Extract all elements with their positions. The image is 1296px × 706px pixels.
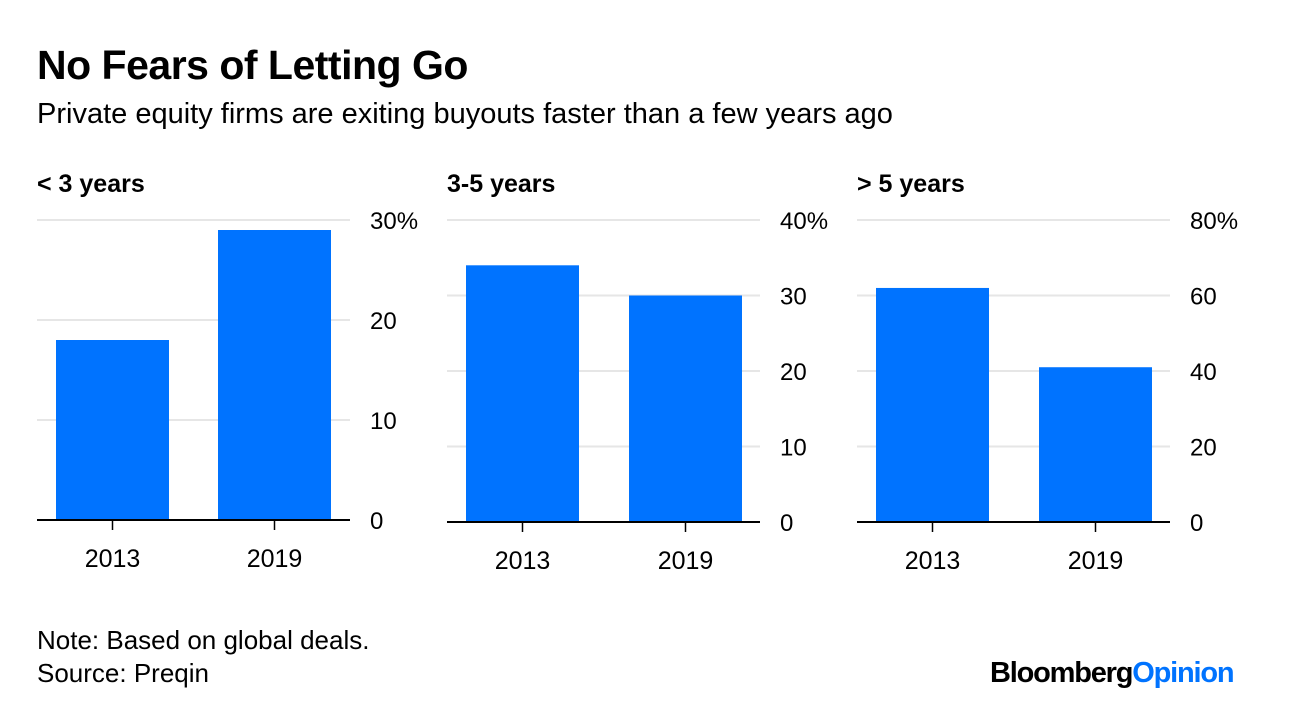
y-tick-label: 30 [780,284,807,311]
x-tick-label: 2019 [658,547,714,575]
panel-title: 3-5 years [447,170,555,198]
y-tick-label: 10 [780,435,807,462]
brand-bloomberg: Bloomberg [990,657,1133,689]
footer-source: Source: Preqin [37,658,209,688]
bar [876,287,989,522]
y-tick-label: 10 [370,408,397,435]
bloomberg-opinion-logo: BloombergOpinion [990,656,1235,690]
panel-title: < 3 years [37,170,145,198]
y-tick-label: 80% [1190,208,1238,235]
chart-subtitle: Private equity firms are exiting buyouts… [37,98,893,130]
y-tick-label: 20 [780,359,807,386]
y-tick-label: 0 [370,508,383,535]
x-tick-label: 2019 [1068,547,1124,575]
bar [1039,367,1152,522]
bar [466,265,579,522]
x-tick-label: 2013 [85,545,141,573]
y-tick-label: 40% [780,208,828,235]
footer-note: Note: Based on global deals. [37,625,370,655]
y-tick-label: 20 [1190,435,1217,462]
bar [629,295,742,522]
brand-opinion: Opinion [1132,657,1234,689]
y-tick-label: 0 [780,510,793,537]
x-tick-label: 2019 [247,545,303,573]
panel-title: > 5 years [857,170,965,198]
y-tick-label: 30% [370,208,418,235]
x-tick-label: 2013 [495,547,551,575]
bar [56,340,169,520]
bar [218,230,331,520]
y-tick-label: 0 [1190,510,1203,537]
y-tick-label: 40 [1190,359,1217,386]
y-tick-label: 60 [1190,284,1217,311]
x-tick-label: 2013 [905,547,961,575]
y-tick-label: 20 [370,308,397,335]
chart-title: No Fears of Letting Go [37,42,468,88]
